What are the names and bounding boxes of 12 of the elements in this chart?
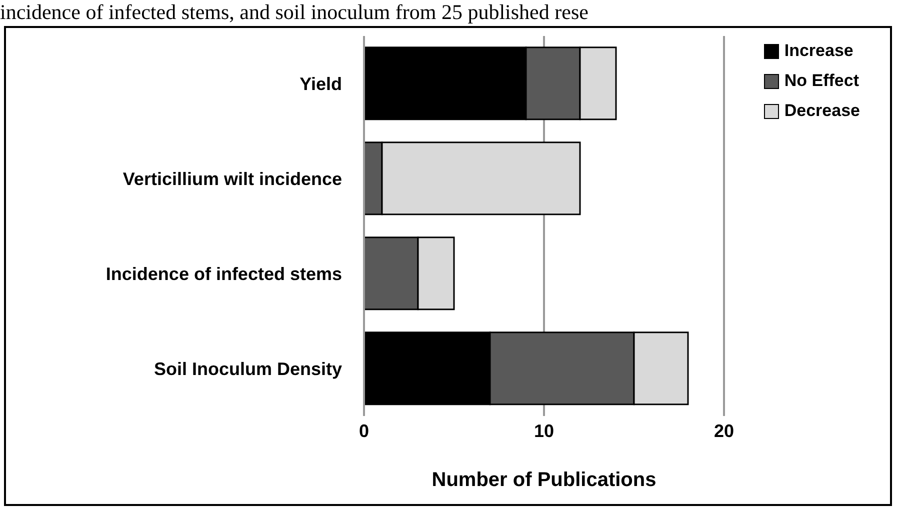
legend-label: Increase <box>784 40 854 62</box>
y-tick-label: Soil Inoculum Density <box>154 358 342 379</box>
legend-label: Decrease <box>784 100 860 122</box>
x-tick-label: 0 <box>358 420 370 441</box>
x-tick-label: 20 <box>714 420 734 441</box>
x-axis-title: Number of Publications <box>432 469 656 491</box>
text: incidence of infected stems, and soil inoculum from 25 published rese <box>0 0 588 24</box>
legend-label: No Effect <box>784 70 859 92</box>
y-tick-label: Yield <box>300 74 342 94</box>
x-tick-label: 10 <box>534 420 554 441</box>
y-tick-label: Incidence of infected stems <box>106 264 342 284</box>
y-tick-label: Verticillium wilt incidence <box>122 168 342 189</box>
